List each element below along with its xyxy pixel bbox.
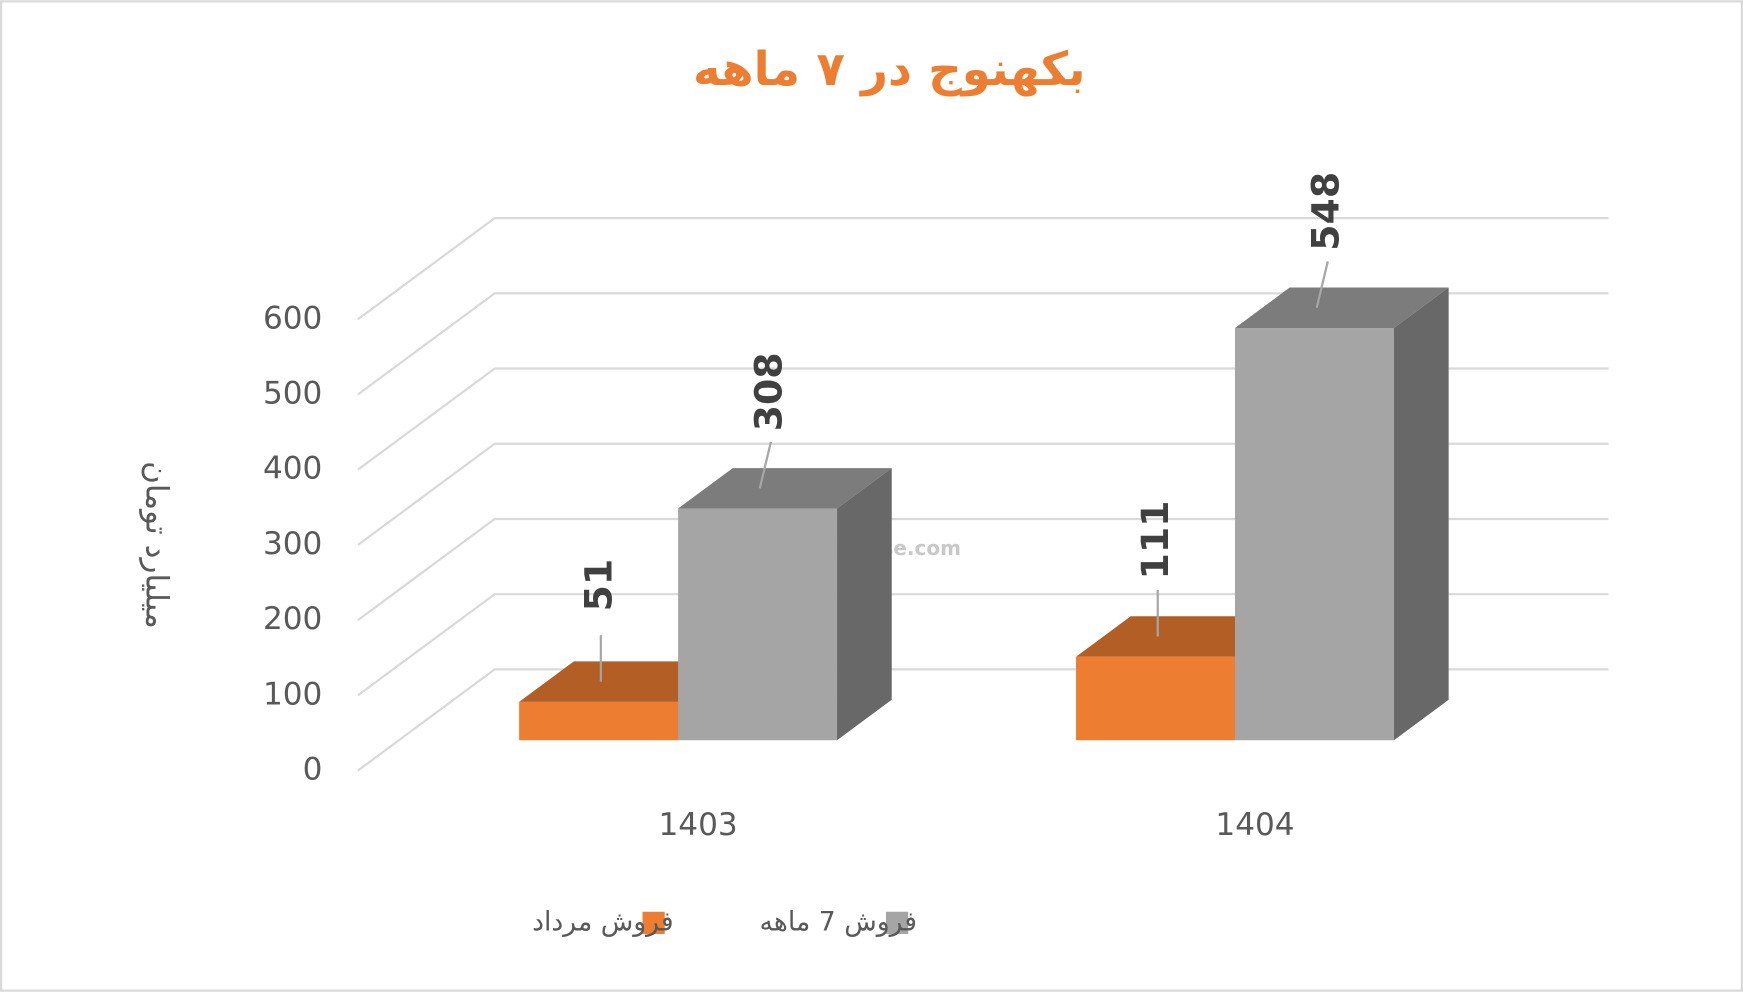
- x-tick-label: 1403: [659, 807, 738, 843]
- chart-title: بکهنوج در ۷ ماهه: [693, 43, 1086, 97]
- bar-side: [837, 468, 892, 741]
- grid-line: [357, 216, 1609, 321]
- data-label: 308: [746, 352, 790, 431]
- legend-swatch: [642, 911, 665, 934]
- bar-side: [1393, 287, 1449, 741]
- data-label: 111: [1133, 501, 1177, 580]
- bar: [678, 508, 838, 741]
- data-label: 548: [1303, 172, 1347, 251]
- grid-line: [357, 292, 1609, 396]
- y-tick-label: 200: [263, 601, 322, 637]
- leader-line: [1315, 261, 1329, 309]
- y-tick-label: 500: [263, 375, 322, 411]
- legend-swatch: [885, 911, 909, 934]
- bar: [1234, 328, 1394, 741]
- plot: 0 100 200 300 400 500 600 1403 51 308 1404 111 548 فر…: [263, 172, 1609, 937]
- y-tick-label: 300: [263, 526, 322, 562]
- bar: [519, 701, 679, 741]
- legend-label: فروش 7 ماهه: [760, 906, 918, 937]
- data-label: 51: [576, 559, 620, 612]
- x-tick-label: 1404: [1215, 807, 1294, 843]
- bar: [1076, 656, 1235, 741]
- y-tick-label: 600: [263, 300, 322, 336]
- legend-label: فروش مرداد: [532, 906, 673, 937]
- y-axis-label: میلیارد تومان: [139, 461, 175, 629]
- bar-top: [1234, 287, 1449, 329]
- y-tick-label: 0: [303, 752, 323, 788]
- leader-line: [758, 441, 772, 489]
- y-tick-label: 100: [263, 676, 322, 712]
- bar-top: [678, 468, 892, 509]
- y-tick-label: 400: [263, 451, 322, 487]
